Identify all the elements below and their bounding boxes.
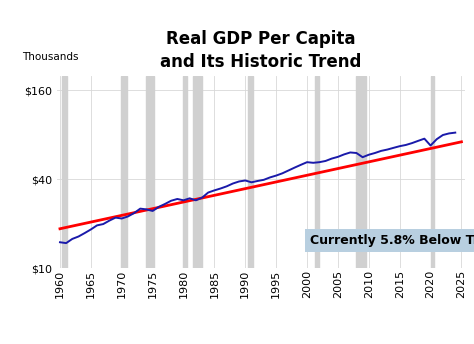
Bar bbox=[183, 76, 187, 268]
Bar bbox=[430, 76, 434, 268]
Text: Currently 5.8% Below Trend: Currently 5.8% Below Trend bbox=[310, 234, 474, 247]
Bar bbox=[315, 76, 319, 268]
Title: Real GDP Per Capita
and Its Historic Trend: Real GDP Per Capita and Its Historic Tre… bbox=[160, 30, 361, 71]
Bar bbox=[356, 76, 366, 268]
Text: Thousands: Thousands bbox=[22, 52, 79, 62]
Bar bbox=[146, 76, 154, 268]
Bar bbox=[193, 76, 201, 268]
Bar bbox=[248, 76, 253, 268]
Bar bbox=[121, 76, 128, 268]
Bar bbox=[62, 76, 67, 268]
